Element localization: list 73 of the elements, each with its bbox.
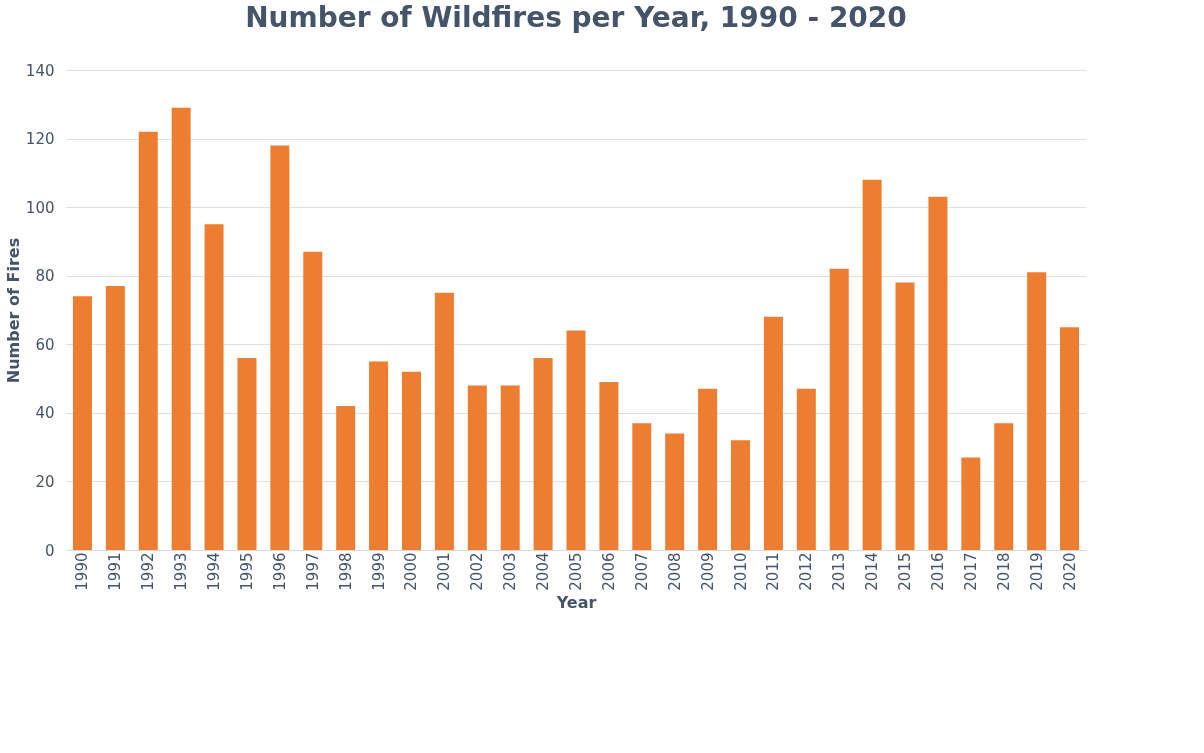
bar [237,358,257,550]
y-tick-label: 40 [35,404,55,423]
x-tick-label: 2013 [830,552,849,591]
bar [204,224,224,550]
chart-title: Number of Wildfires per Year, 1990 - 2020 [245,1,907,34]
bar [138,131,158,550]
x-tick-label: 2014 [863,552,882,591]
x-tick-label: 1994 [205,552,224,591]
bar [1060,327,1080,550]
x-tick-label: 2012 [797,552,816,591]
x-tick-label: 2005 [567,552,585,591]
y-tick-label: 100 [25,198,55,217]
y-tick-label: 0 [44,541,55,560]
bar [303,251,323,550]
x-tick-label: 2001 [435,552,454,591]
bar [928,196,948,550]
bar [336,406,356,550]
x-tick-label: 1996 [270,552,289,591]
bar [829,268,849,550]
x-tick-label: 2002 [468,552,487,591]
bar [698,388,718,550]
x-tick-label: 2000 [402,552,421,591]
bar [171,107,191,550]
x-tick-label: 2008 [665,552,684,591]
x-tick-label: 2003 [501,552,520,591]
x-tick-label: 2015 [896,552,915,591]
bar [632,423,652,550]
bar [1027,272,1047,550]
x-tick-label: 1992 [139,552,158,591]
x-tick-label: 2007 [632,552,651,591]
x-tick-label: 2009 [698,552,717,591]
bar [369,361,389,550]
x-tick-label: 1993 [172,552,191,591]
y-tick-label: 60 [35,335,55,354]
x-tick-label: 2011 [764,552,783,591]
x-tick-label: 1997 [303,552,322,591]
y-tick-label: 80 [35,267,55,286]
bar [467,385,487,550]
x-tick-label: 2016 [928,552,947,591]
bar [434,292,454,550]
x-tick-label: 1991 [106,552,125,591]
bar [763,316,783,550]
x-tick-label: 2020 [1060,552,1079,591]
y-tick-label: 140 [25,61,55,80]
x-tick-label: 1999 [369,552,388,591]
bar [105,286,125,550]
y-tick-label: 120 [25,130,55,149]
x-tick-label: 1998 [336,552,355,591]
bar [994,423,1014,550]
bar [895,282,915,550]
x-tick-label: 2006 [599,552,618,591]
x-tick-label: 2018 [994,552,1013,591]
bar [566,330,586,550]
x-tick-label: 2010 [731,552,750,591]
bar [862,179,882,550]
bar [665,433,685,550]
bar [401,371,421,550]
x-tick-label: 1990 [73,552,92,591]
bar [599,382,619,550]
x-tick-label: 2019 [1027,552,1046,591]
bar [533,358,553,550]
bar [796,388,816,550]
bar [731,440,751,550]
y-tick-label: 20 [35,472,55,491]
y-axis-title: Number of Fires [3,237,23,384]
x-axis-title: Year [555,592,597,612]
bar [72,296,92,550]
bar [961,457,981,550]
bar [270,145,290,550]
x-tick-label: 2017 [961,552,980,591]
x-tick-label: 1995 [237,552,256,591]
x-tick-label: 2004 [534,552,553,591]
bar [500,385,520,550]
